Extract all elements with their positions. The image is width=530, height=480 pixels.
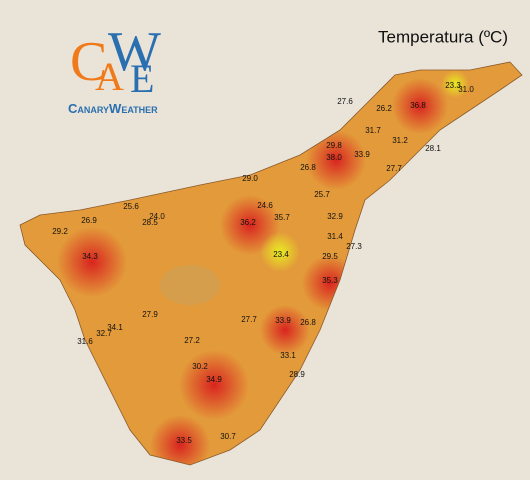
station-value: 32.9	[327, 212, 343, 221]
station-value: 31.7	[365, 126, 381, 135]
station-value: 33.1	[280, 351, 296, 360]
logo-letter: A	[95, 54, 124, 99]
logo-name: CanaryWeather	[68, 101, 158, 116]
station-value: 31.4	[327, 232, 343, 241]
station-value: 38.0	[326, 153, 342, 162]
station-value: 33.5	[176, 436, 192, 445]
station-value: 28.9	[289, 370, 305, 379]
station-value: 26.9	[81, 216, 97, 225]
logo-letter: W	[108, 21, 161, 83]
station-value: 27.3	[346, 242, 362, 251]
station-value: 27.7	[386, 164, 402, 173]
station-value: 33.9	[354, 150, 370, 159]
station-value: 27.7	[241, 315, 257, 324]
station-value: 31.2	[392, 136, 408, 145]
station-value: 26.8	[300, 163, 316, 172]
station-value: 23.4	[273, 250, 289, 259]
station-value: 25.7	[314, 190, 330, 199]
station-value: 29.5	[322, 252, 338, 261]
station-value: 28.5	[142, 218, 158, 227]
station-value: 34.9	[206, 375, 222, 384]
logo: C A W E CanaryWeather	[68, 21, 161, 116]
station-value: 27.9	[142, 310, 158, 319]
station-value: 28.1	[425, 144, 441, 153]
station-value: 31.0	[458, 85, 474, 94]
station-value: 27.6	[337, 97, 353, 106]
station-value: 29.8	[326, 141, 342, 150]
station-value: 23.3	[445, 81, 461, 90]
logo-letter: C	[70, 31, 107, 93]
station-value: 36.2	[240, 218, 256, 227]
station-value: 34.3	[82, 252, 98, 261]
station-value: 26.8	[300, 318, 316, 327]
station-labels: 36.8 23.331.0 27.6 26.2 31.7 31.2 28.1 29.8 38.0…	[52, 81, 474, 445]
station-value: 35.7	[274, 213, 290, 222]
station-value: 33.9	[275, 316, 291, 325]
station-value: 36.8	[410, 101, 426, 110]
station-value: 26.2	[376, 104, 392, 113]
logo-letter: E	[130, 56, 154, 101]
station-value: 30.2	[192, 362, 208, 371]
station-value: 31.6	[77, 337, 93, 346]
station-value: 29.2	[52, 227, 68, 236]
station-value: 34.1	[107, 323, 123, 332]
station-value: 32.7	[96, 329, 112, 338]
station-value: 24.6	[257, 201, 273, 210]
map-title: Temperatura (ºC)	[378, 27, 508, 46]
station-value: 24.0	[149, 212, 165, 221]
station-value: 30.7	[220, 432, 236, 441]
station-value: 35.3	[322, 276, 338, 285]
station-value: 27.2	[184, 336, 200, 345]
station-value: 29.0	[242, 174, 258, 183]
station-value: 25.6	[123, 202, 139, 211]
